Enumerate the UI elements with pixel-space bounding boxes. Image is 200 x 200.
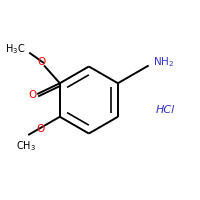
Text: NH$_2$: NH$_2$ <box>153 56 174 69</box>
Text: O: O <box>29 90 37 100</box>
Text: H$_3$C: H$_3$C <box>5 42 26 56</box>
Text: CH$_3$: CH$_3$ <box>16 139 36 153</box>
Text: O: O <box>36 124 44 134</box>
Text: HCl: HCl <box>156 105 175 115</box>
Text: O: O <box>38 57 46 67</box>
